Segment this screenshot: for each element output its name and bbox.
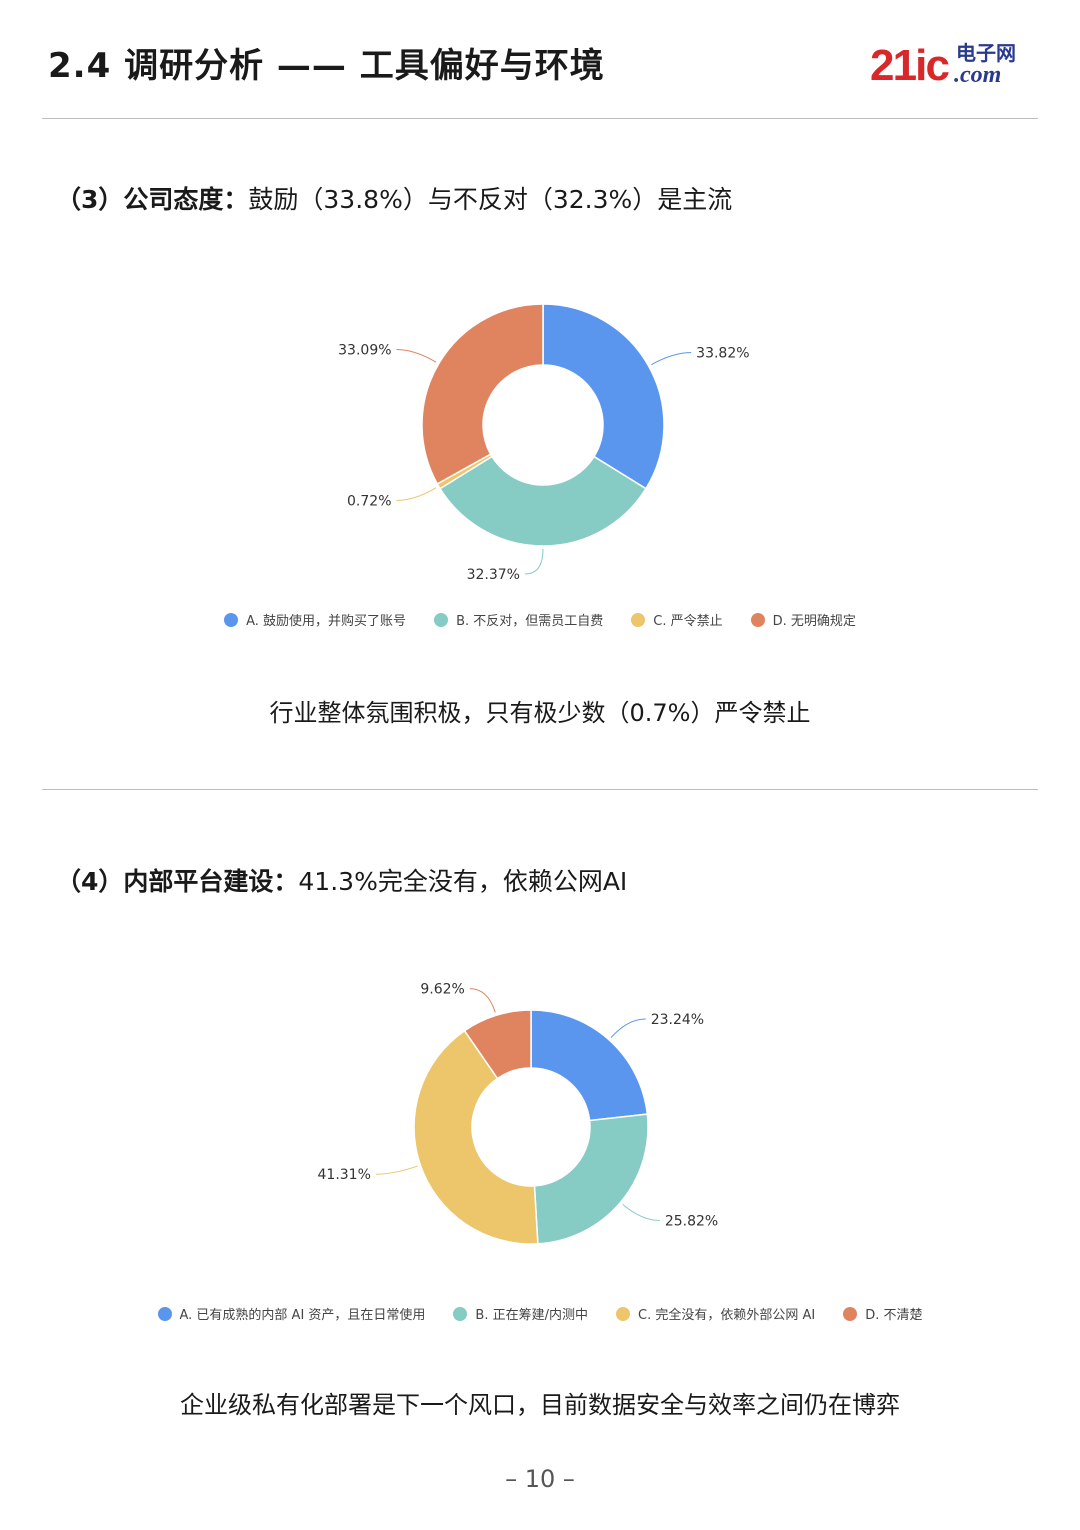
data-label: 0.72% [347,493,391,509]
legend-dot-icon [631,612,646,627]
leader-line [651,351,692,366]
legend-label: A. 已有成熟的内部 AI 资产，且在日常使用 [179,1308,426,1323]
data-label: 32.37% [467,567,520,583]
svg-text:.com: .com [954,62,1001,86]
legend-label: D. 不清楚 [865,1308,923,1323]
legend-dot-icon [157,1306,172,1321]
leader-line [396,487,437,501]
section4-conclusion: 企业级私有化部署是下一个风口，目前数据安全与效率之间仍在博弈 [180,1391,900,1419]
data-label: 41.31% [318,1167,371,1183]
legend-label: C. 完全没有，依赖外部公网 AI [638,1308,816,1323]
legend-item: D. 不清楚 [843,1304,922,1323]
legend-item: B. 不反对，但需员工自费 [434,610,603,629]
leader-line [622,1203,660,1222]
21ic-logo: 21ic 电子网 .com [870,41,1016,86]
legend-label: D. 无明确规定 [772,614,856,629]
legend-dot-icon [843,1306,858,1321]
data-label: 23.24% [651,1012,704,1028]
page-title: 2.4 调研分析 —— 工具偏好与环境 [48,46,605,86]
legend-label: A. 鼓励使用，并购买了账号 [246,614,407,629]
leader-line [469,988,496,1013]
data-label: 25.82% [665,1214,718,1230]
legend-label: C. 严令禁止 [653,614,723,629]
divider [42,118,1038,119]
legend-internal-platform: A. 已有成熟的内部 AI 资产，且在日常使用 B. 正在筹建/内测中 C. 完全没… [0,1304,1080,1323]
legend-dot-icon [224,612,239,627]
legend-item: B. 正在筹建/内测中 [453,1304,588,1323]
page-number: – 10 – [505,1465,575,1493]
legend-item: C. 完全没有，依赖外部公网 AI [616,1304,815,1323]
donut-slice [413,1029,539,1245]
legend-label: B. 不反对，但需员工自费 [456,614,604,629]
data-label: 33.82% [696,345,749,361]
section3-heading: （3）公司态度：鼓励（33.8%）与不反对（32.3%）是主流 [56,185,733,214]
data-label: 9.62% [420,982,464,998]
leader-line [524,548,544,575]
legend-dot-icon [616,1306,630,1321]
legend-dot-icon [434,612,449,627]
donut-chart-company-attitude: 33.82% 32.37% 0.72% 33.09% [338,303,750,583]
legend-item: D. 无明确规定 [750,610,856,629]
section3-conclusion: 行业整体氛围积极，只有极少数（0.7%）严令禁止 [269,699,811,727]
legend-item: A. 已有成熟的内部 AI 资产，且在日常使用 [157,1304,426,1323]
legend-item: A. 鼓励使用，并购买了账号 [224,610,406,629]
donut-slice [421,303,544,485]
donut-slice [533,1113,649,1245]
donut-slice [463,1009,532,1080]
legend-item: C. 严令禁止 [631,610,723,629]
donut-slice [439,455,647,547]
legend-label: B. 正在筹建/内测中 [475,1308,588,1323]
legend-dot-icon [453,1306,468,1321]
leader-line [610,1018,646,1038]
leader-line [396,349,437,363]
donut-slice [542,303,665,490]
data-label: 33.09% [338,343,391,359]
legend-company-attitude: A. 鼓励使用，并购买了账号 B. 不反对，但需员工自费 C. 严令禁止 D. 无明确… [0,610,1080,629]
divider [42,789,1038,790]
donut-chart-internal-platform: 23.24% 25.82% 41.31% 9.62% [318,982,718,1245]
donut-slice [530,1009,649,1122]
svg-text:21ic: 21ic [870,41,950,86]
svg-text:电子网: 电子网 [956,41,1016,65]
leader-line [375,1165,418,1175]
legend-dot-icon [750,612,765,627]
section4-heading: （4）内部平台建设：41.3%完全没有，依赖公网AI [56,867,628,896]
